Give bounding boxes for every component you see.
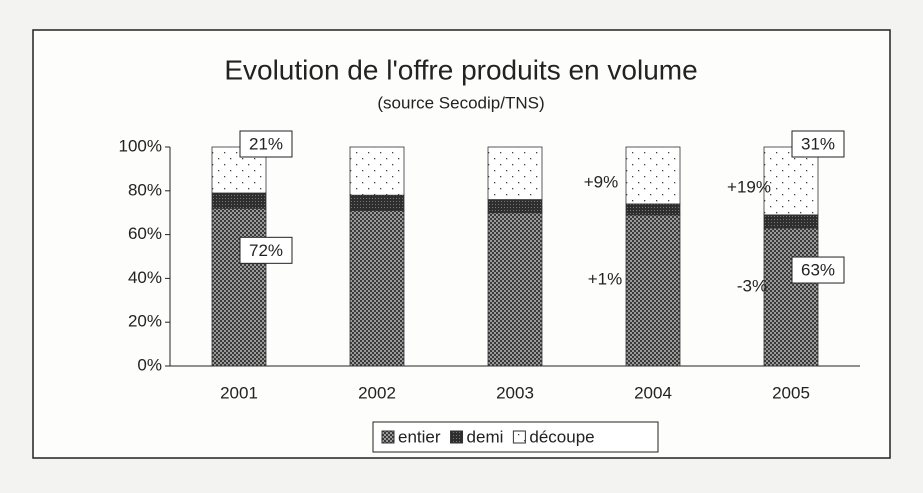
x-tick-label: 2003	[496, 383, 534, 402]
y-tick-label: 100%	[119, 136, 162, 155]
data-label: 21%	[249, 134, 283, 153]
bar-segment	[625, 203, 681, 216]
data-label-box	[239, 130, 293, 158]
annotation: +19%	[727, 177, 771, 196]
y-tick-label: 60%	[128, 224, 162, 243]
bar-segment	[349, 146, 405, 196]
x-tick-label: 2005	[772, 383, 810, 402]
bar-segment	[211, 192, 267, 209]
legend-label: demi	[467, 427, 504, 446]
x-tick-label: 2002	[358, 383, 396, 402]
data-label-box	[239, 236, 293, 264]
legend-swatch	[512, 430, 526, 444]
data-label-box	[791, 256, 845, 284]
legend-label: découpe	[529, 427, 594, 446]
y-tick-label: 0%	[137, 355, 162, 374]
annotation: +9%	[584, 172, 619, 191]
y-tick-label: 40%	[128, 268, 162, 287]
data-label: 31%	[801, 134, 835, 153]
x-tick-label: 2001	[220, 383, 258, 402]
bar-segment	[625, 146, 681, 205]
chart-title: Evolution de l'offre produits en volume	[224, 54, 697, 85]
data-label: 63%	[801, 261, 835, 280]
bar-segment	[349, 194, 405, 211]
bar-segment	[763, 214, 819, 229]
legend-swatch	[450, 430, 464, 444]
bar-segment	[763, 146, 819, 216]
data-label: 72%	[249, 241, 283, 260]
y-tick-label: 20%	[128, 312, 162, 331]
data-label-box	[791, 130, 845, 158]
bar-segment	[211, 207, 267, 367]
chart-subtitle: (source Secodip/TNS)	[377, 93, 544, 112]
annotation: -3%	[737, 276, 767, 295]
bar-segment	[349, 210, 405, 367]
bar-segment	[763, 227, 819, 367]
annotation: +1%	[588, 269, 623, 288]
bar-segment	[625, 214, 681, 367]
bar-segment	[487, 212, 543, 367]
x-tick-label: 2004	[634, 383, 672, 402]
chart-frame	[32, 29, 891, 459]
bar-segment	[487, 146, 543, 200]
y-tick-label: 80%	[128, 180, 162, 199]
bar-segment	[487, 199, 543, 214]
legend-swatch	[381, 430, 395, 444]
legend-label: entier	[398, 427, 441, 446]
